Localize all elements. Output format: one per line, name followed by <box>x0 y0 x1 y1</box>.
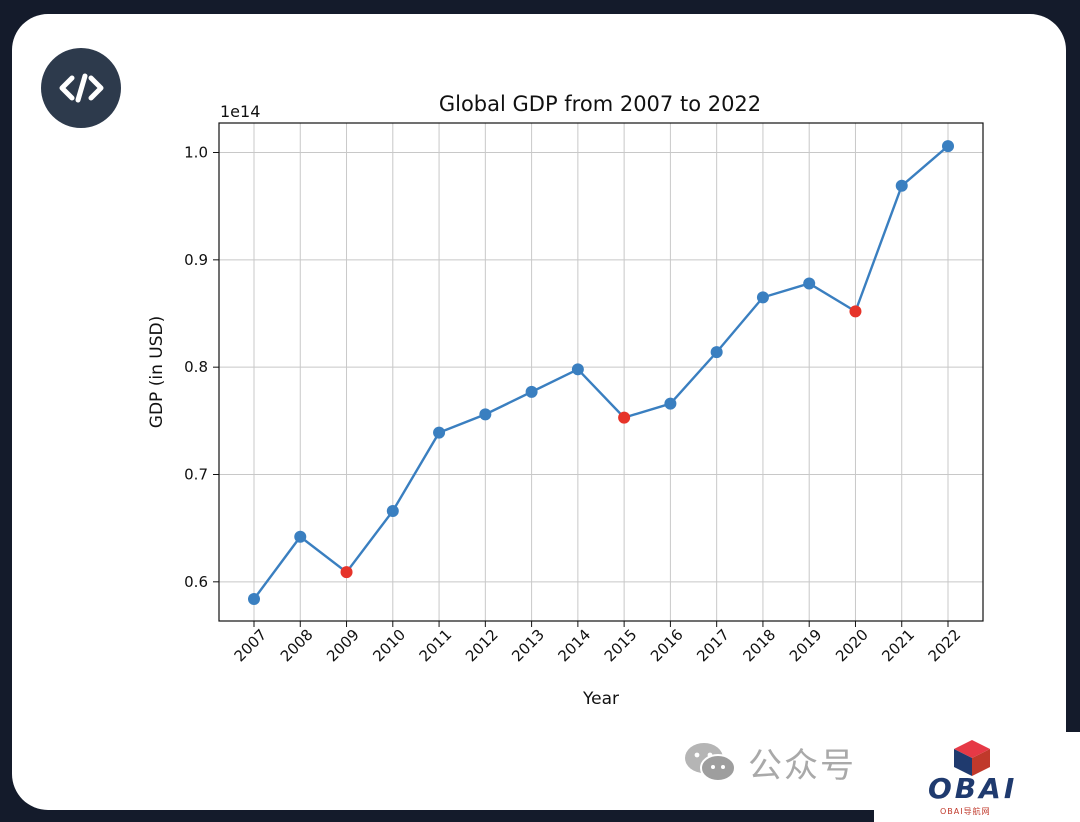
x-tick-label: 2007 <box>231 626 271 666</box>
code-icon <box>59 73 104 103</box>
y-axis: 0.6 0.7 0.8 0.9 1.0 <box>184 144 219 591</box>
x-tick-label: 2012 <box>462 626 502 666</box>
y-offset-label: 1e14 <box>220 102 260 121</box>
x-tick-label: 2008 <box>277 626 317 666</box>
obai-logo: OBAI OBAI导航网 <box>874 732 1080 822</box>
data-points <box>248 140 954 605</box>
data-point <box>756 291 769 304</box>
data-point <box>248 592 260 605</box>
x-tick-label: 2011 <box>416 626 456 666</box>
watermark-text: 公众号 <box>748 745 856 786</box>
watermark: 公众号 <box>682 740 856 786</box>
data-point <box>294 530 307 543</box>
data-point <box>664 397 677 410</box>
card <box>12 14 1066 810</box>
y-tick-label: 0.7 <box>184 465 208 483</box>
x-tick-label: 2010 <box>369 626 409 666</box>
x-tick-label: 2020 <box>832 626 872 666</box>
highlight-point <box>340 566 353 579</box>
x-tick-label: 2017 <box>693 626 733 666</box>
x-axis: 2007 2008 2009 2010 2011 2012 2013 2014 2015 2016… <box>231 621 965 666</box>
data-point <box>942 140 954 153</box>
x-tick-label: 2015 <box>601 626 641 666</box>
x-tick-label: 2016 <box>647 626 687 666</box>
x-tick-label: 2021 <box>878 626 918 666</box>
obai-logo-subtext: OBAI导航网 <box>940 807 991 816</box>
x-tick-label: 2009 <box>323 626 363 666</box>
cube-icon <box>954 740 990 776</box>
x-tick-label: 2019 <box>786 626 826 666</box>
wechat-icon <box>685 743 736 782</box>
data-point <box>895 179 908 192</box>
obai-logo-text: OBAI <box>928 772 1018 805</box>
x-tick-label: 2022 <box>925 626 965 666</box>
x-axis-label: Year <box>582 689 619 709</box>
code-badge <box>41 48 121 128</box>
x-tick-label: 2013 <box>508 626 548 666</box>
data-point <box>433 426 446 439</box>
y-tick-label: 0.8 <box>184 358 208 376</box>
x-tick-label: 2018 <box>740 626 780 666</box>
data-point <box>571 363 584 376</box>
data-point <box>386 504 399 517</box>
data-point <box>710 346 723 359</box>
highlight-point <box>618 411 631 424</box>
y-tick-label: 0.9 <box>184 251 208 269</box>
data-point <box>803 277 816 290</box>
y-axis-label: GDP (in USD) <box>147 316 167 428</box>
highlight-point <box>849 305 862 318</box>
grid <box>219 123 983 621</box>
y-tick-label: 0.6 <box>184 573 208 591</box>
data-point <box>479 408 492 421</box>
chart-title: Global GDP from 2007 to 2022 <box>439 92 761 116</box>
y-tick-label: 1.0 <box>184 144 208 162</box>
x-tick-label: 2014 <box>554 626 594 666</box>
series-line <box>253 145 949 600</box>
data-point <box>525 385 538 398</box>
plot-frame <box>218 122 984 622</box>
